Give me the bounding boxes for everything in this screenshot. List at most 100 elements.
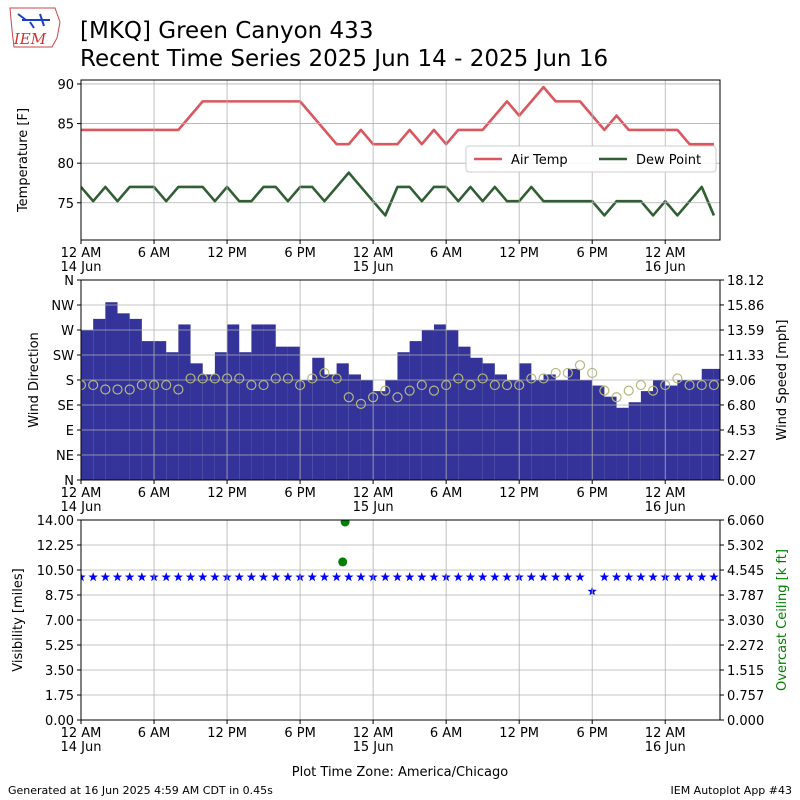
marker (550, 572, 561, 582)
y-tick-label: SW (53, 349, 74, 364)
marker (538, 373, 549, 384)
y-axis-label: Visibility [miles] (11, 568, 26, 671)
marker (173, 384, 184, 395)
line (81, 171, 716, 217)
bar (154, 341, 167, 480)
marker (696, 379, 707, 391)
x-tick-label: 6 PM (576, 246, 607, 261)
panel: 12 AM 14 Jun 6 AM 12 PM 6 PM 12 AM 15 Jun 6 AM 1… (11, 514, 790, 755)
marker (477, 572, 488, 582)
y-tick-label: NE (56, 449, 74, 464)
marker (173, 572, 184, 582)
y2-tick-label: 3.030 (727, 614, 764, 629)
y2-tick-label: 0.00 (727, 474, 756, 489)
footer: Generated at 16 Jun 2025 4:59 AM CDT in … (8, 784, 273, 797)
marker (453, 373, 464, 384)
bar (214, 352, 228, 480)
marker (575, 572, 585, 582)
x-tick-label: 12 AM 16 Jun (645, 726, 686, 755)
marker (453, 572, 464, 582)
marker (185, 572, 196, 582)
bar (202, 374, 215, 480)
bar (592, 385, 605, 480)
marker (197, 373, 208, 384)
marker (100, 572, 111, 582)
marker (526, 572, 537, 582)
y-tick-label: W (61, 324, 74, 339)
panel: 12 AM 14 Jun 6 AM 12 PM 6 PM 12 AM 15 Jun 6 AM 1… (16, 78, 721, 275)
x-tick-label: 12 AM 14 Jun (61, 726, 102, 755)
marker (490, 572, 500, 582)
y2-tick-label: 15.86 (727, 299, 764, 314)
bar (166, 352, 179, 480)
marker (599, 572, 610, 582)
bar (409, 341, 422, 480)
x-tick-label: 12 AM 15 Jun (353, 486, 394, 515)
marker (636, 572, 646, 582)
y-axis-label: Wind Direction (27, 332, 42, 428)
y-tick-label: 3.50 (45, 664, 74, 679)
marker (319, 572, 330, 582)
bar (190, 363, 203, 480)
bar (348, 374, 361, 480)
marker (709, 572, 719, 582)
marker (477, 373, 488, 384)
x-tick-label: 12 PM (499, 486, 539, 501)
marker (465, 572, 476, 582)
y2-axis-label: Overcast Ceiling [k ft] (775, 549, 790, 691)
bar (312, 357, 325, 480)
x-tick-label: 12 AM 15 Jun (353, 246, 394, 275)
marker (684, 572, 695, 582)
x-tick-label: 12 PM (207, 486, 247, 501)
x-tick-label: 6 AM (430, 246, 463, 261)
frame (80, 519, 721, 721)
bar (129, 318, 142, 480)
marker (270, 572, 281, 582)
marker (112, 384, 123, 395)
marker (100, 384, 111, 395)
y2-tick-label: 11.33 (727, 349, 764, 364)
y2-tick-label: 0.000 (727, 714, 764, 729)
footer: IEM Autoplot App #43 (671, 784, 793, 797)
x-tick-label: 6 PM (284, 486, 315, 501)
marker (635, 379, 646, 391)
marker (672, 572, 683, 582)
marker (672, 373, 683, 384)
plot (81, 85, 716, 217)
marker (489, 379, 500, 391)
panel: 12 AM 14 Jun 6 AM 12 PM 6 PM 12 AM 15 Jun 6 AM 1… (27, 274, 790, 515)
frame (80, 79, 721, 241)
x-tick-label: 12 PM (499, 246, 539, 261)
marker (502, 572, 512, 582)
marker (124, 572, 135, 582)
y2-tick-label: 3.787 (727, 589, 764, 604)
legend-box (465, 145, 717, 173)
marker (429, 572, 439, 582)
marker (270, 373, 281, 384)
bar (239, 352, 252, 480)
bar (604, 396, 617, 480)
x-tick-label: 12 AM 14 Jun (61, 486, 102, 515)
marker (185, 373, 196, 384)
bar (275, 346, 288, 480)
marker (258, 379, 269, 391)
bar (519, 363, 532, 480)
marker (355, 398, 367, 409)
y-tick-label: 80 (57, 157, 74, 172)
marker (623, 572, 634, 582)
marker (136, 379, 147, 391)
marker (428, 385, 440, 396)
y-tick-label: S (66, 374, 74, 389)
marker (283, 572, 293, 582)
marker (81, 572, 86, 582)
x-tick-label: 6 PM (284, 246, 315, 261)
marker (319, 367, 330, 379)
marker (380, 385, 391, 396)
marker (112, 572, 123, 582)
y-tick-label: 90 (57, 78, 74, 93)
y-axis-label: Temperature [F] (16, 108, 31, 213)
marker (623, 385, 634, 396)
bar (227, 324, 240, 480)
y2-axis-label: Wind Speed [mph] (775, 320, 790, 441)
marker (161, 572, 171, 582)
